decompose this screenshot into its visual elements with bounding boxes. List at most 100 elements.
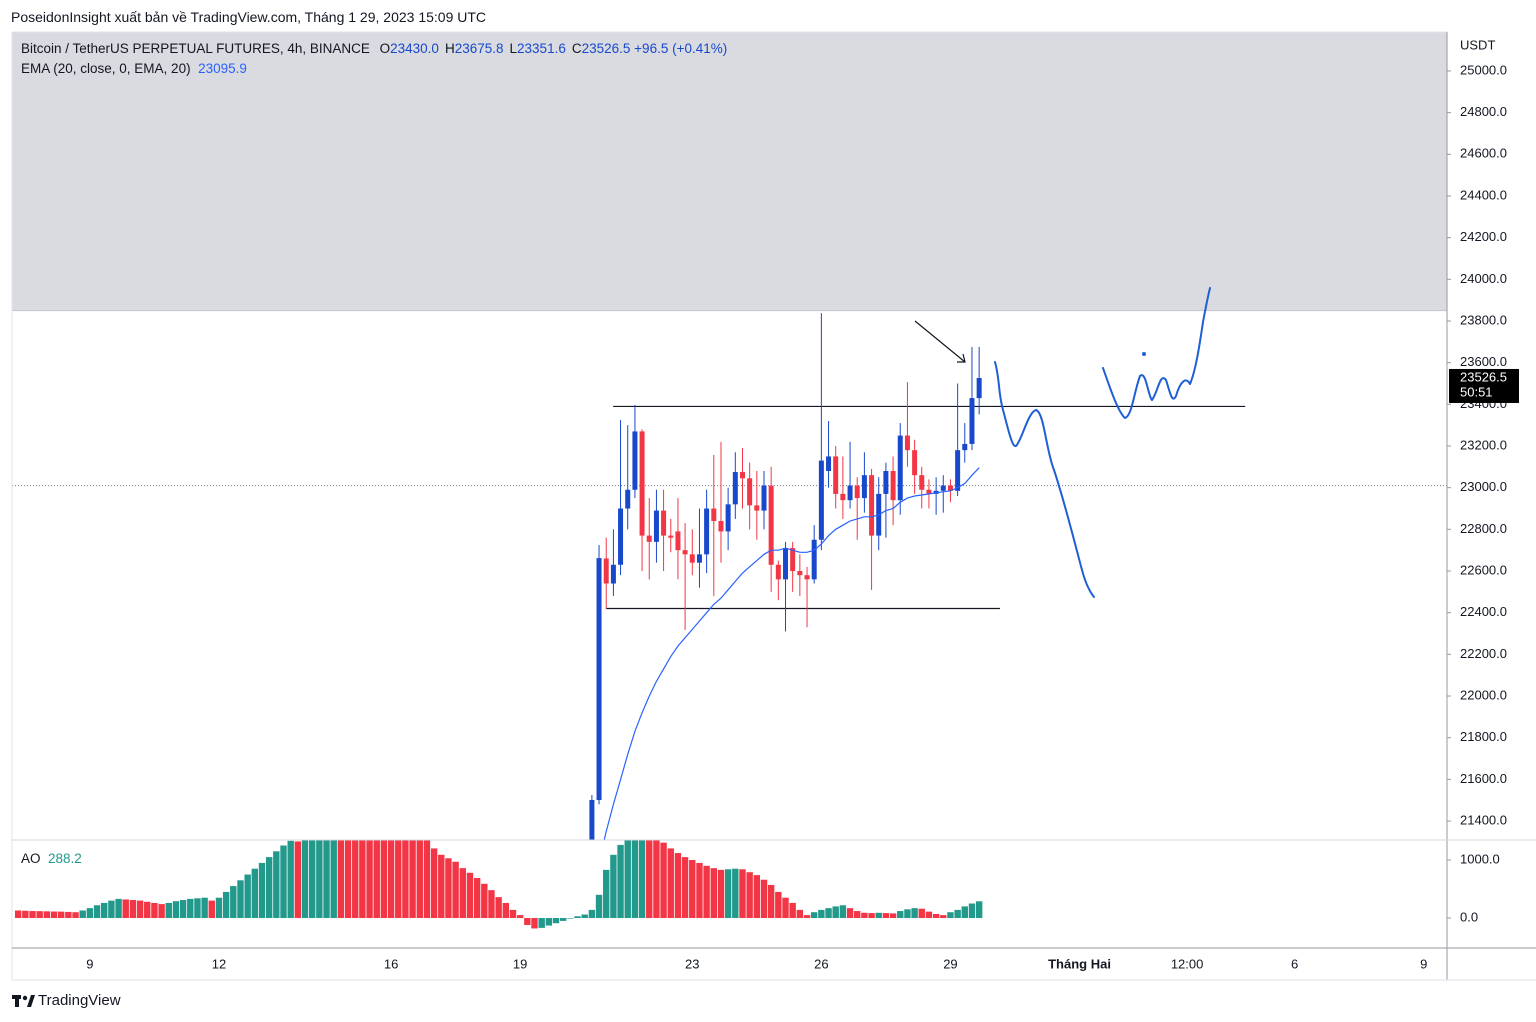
candle-body	[833, 456, 839, 494]
ao-bar	[72, 912, 79, 919]
ao-bar	[251, 868, 259, 919]
ao-bar	[603, 869, 610, 919]
ao-bar	[703, 865, 710, 919]
ao-bar	[710, 868, 717, 919]
candle-body	[589, 799, 595, 840]
ao-bar	[559, 918, 567, 921]
ao-bar	[208, 900, 215, 919]
ohlc-key: C	[571, 41, 582, 56]
candle-body	[725, 504, 731, 532]
arrow-shaft	[914, 320, 966, 363]
ao-bar	[373, 840, 380, 919]
candle-body	[711, 508, 717, 522]
ao-bar	[689, 860, 696, 919]
ao-bar	[552, 918, 560, 924]
ao-bar	[244, 874, 251, 919]
candle-body	[854, 485, 860, 499]
ao-bar	[803, 915, 811, 919]
ohlc-key: L	[509, 41, 518, 56]
candle-body	[811, 539, 817, 580]
ao-bar	[265, 857, 273, 919]
y-tick-label: 24000.0	[1460, 271, 1507, 286]
ohlc-key: O	[379, 41, 391, 56]
candle-body	[919, 475, 925, 490]
ema-legend: EMA (20, close, 0, EMA, 20) 23095.9	[21, 61, 247, 76]
candle-body	[847, 485, 853, 501]
y-tick-label: 23800.0	[1460, 312, 1507, 327]
ao-bar	[767, 884, 775, 919]
ao-bar	[14, 910, 22, 919]
ao-bar	[151, 902, 158, 919]
footer: TradingView	[38, 992, 121, 1009]
candle-body	[797, 571, 803, 576]
ao-bar	[445, 858, 452, 919]
ao-bar	[29, 911, 36, 919]
ao-bar	[144, 901, 151, 919]
logo-part	[27, 995, 35, 1007]
ao-bar	[746, 872, 753, 919]
ao-bar	[940, 915, 947, 919]
y-tick-label: 25000.0	[1460, 62, 1507, 77]
candle-body	[625, 489, 631, 509]
ao-bar	[624, 840, 631, 919]
y-tick-label: 24800.0	[1460, 104, 1507, 119]
candle-body	[646, 535, 652, 542]
x-tick-label: 12	[212, 956, 226, 971]
ao-bar	[495, 897, 502, 919]
ao-bar	[481, 883, 488, 919]
candle-body	[962, 443, 968, 451]
candle-body	[696, 554, 702, 563]
ao-bar	[172, 901, 180, 919]
ao-bar	[330, 840, 337, 919]
ao-bar	[416, 840, 423, 919]
y-tick-label: 22400.0	[1460, 604, 1507, 619]
y-tick-label: 22600.0	[1460, 562, 1507, 577]
candle-body	[840, 493, 846, 501]
candle-body	[739, 472, 745, 479]
ao-bar	[409, 840, 416, 919]
ao-bar	[488, 890, 495, 919]
ohlc-legend: O23430.0 H23675.8 L23351.6 C23526.5	[374, 41, 631, 56]
candle-body	[682, 550, 688, 555]
ao-bar	[187, 898, 194, 919]
candle-body	[603, 558, 609, 584]
ao-bar	[230, 886, 237, 919]
candle-body	[610, 564, 616, 584]
ao-bar	[753, 875, 761, 919]
candle-body	[940, 485, 946, 491]
countdown-label: 50:51	[1460, 384, 1493, 399]
ao-bar	[832, 906, 839, 919]
freehand-path	[994, 361, 1095, 598]
ao-bar	[653, 840, 660, 919]
ao-bar	[258, 862, 266, 919]
change: +96.5 (+0.41%)	[634, 41, 728, 56]
candle-body	[976, 377, 982, 399]
ao-bar	[337, 840, 345, 919]
ao-bar	[875, 912, 882, 919]
ao-bar	[646, 840, 653, 919]
last-price-box	[1449, 368, 1519, 403]
candle-body	[897, 435, 903, 501]
ao-bar	[194, 898, 201, 919]
ohlc-value: 23351.6	[517, 41, 566, 56]
ohlc-value: 23430.0	[390, 41, 439, 56]
ao-bar	[237, 880, 244, 919]
ao-bar	[359, 840, 366, 919]
ao-bar	[660, 842, 667, 919]
ao-bar	[638, 840, 646, 919]
ao-bar	[316, 840, 323, 919]
ao-legend: AO 288.2	[21, 851, 82, 866]
ao-bar	[854, 911, 861, 919]
y-tick-label: 21800.0	[1460, 729, 1507, 744]
ao-bar	[947, 912, 954, 919]
ao-bar	[574, 916, 581, 919]
y-tick-label: 1000.0	[1460, 851, 1500, 866]
ao-bar	[846, 908, 854, 919]
ao-bar	[796, 909, 804, 919]
y-tick-label: 22200.0	[1460, 646, 1507, 661]
x-tick-label: 6	[1291, 956, 1298, 971]
ao-bar	[760, 879, 768, 919]
candle-body	[596, 558, 602, 800]
resistance-zone	[12, 32, 1447, 311]
